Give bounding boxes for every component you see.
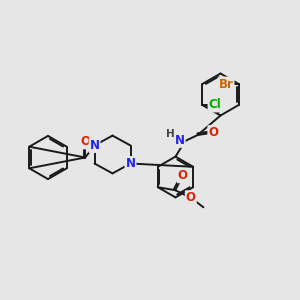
Text: N: N	[175, 134, 185, 147]
Text: Br: Br	[219, 77, 233, 91]
Text: O: O	[186, 191, 196, 204]
Text: O: O	[208, 126, 218, 139]
Text: H: H	[166, 129, 175, 140]
Text: N: N	[125, 157, 136, 170]
Text: O: O	[80, 135, 90, 148]
Text: N: N	[89, 139, 100, 152]
Text: Cl: Cl	[208, 98, 221, 112]
Text: O: O	[178, 169, 188, 182]
